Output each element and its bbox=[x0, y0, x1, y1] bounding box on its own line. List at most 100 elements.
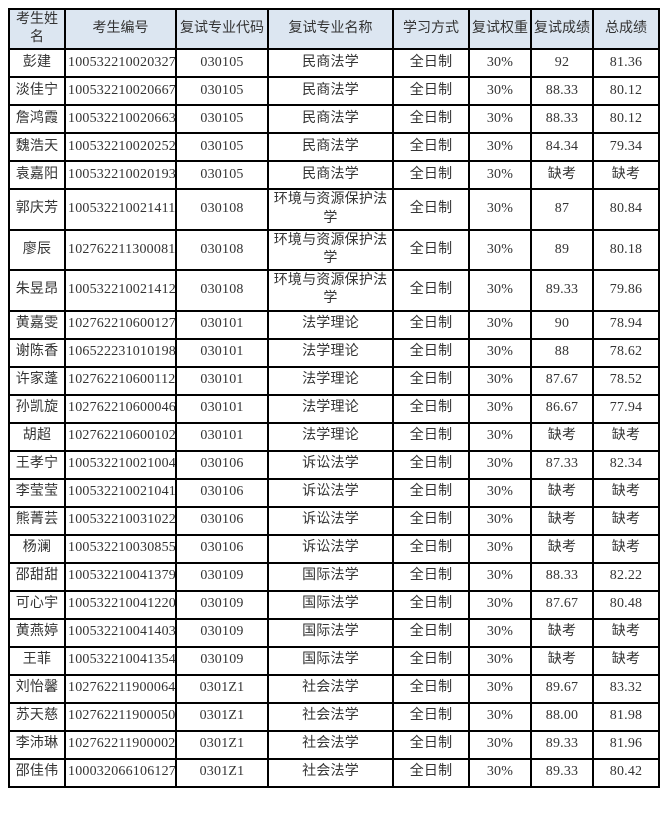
cell: 环境与资源保护法学 bbox=[267, 228, 394, 272]
cell: 30% bbox=[468, 505, 532, 536]
cell: 30% bbox=[468, 48, 532, 79]
cell: 彭建 bbox=[8, 48, 66, 79]
header-cell: 复试权重 bbox=[468, 7, 532, 51]
cell: 全日制 bbox=[392, 701, 470, 732]
cell: 80.84 bbox=[592, 188, 660, 231]
cell: 78.62 bbox=[592, 337, 660, 368]
cell: 全日制 bbox=[392, 393, 470, 424]
cell: 030105 bbox=[175, 132, 269, 163]
cell: 82.22 bbox=[592, 561, 660, 592]
cell: 30% bbox=[468, 160, 532, 191]
cell: 0301Z1 bbox=[175, 701, 269, 732]
cell: 袁嘉阳 bbox=[8, 160, 66, 191]
cell: 88 bbox=[530, 337, 594, 368]
cell: 102762211900002 bbox=[64, 729, 177, 760]
table-row: 魏浩天 100532210020252 030105 民商法学 全日制 30% 84.34 7… bbox=[8, 132, 660, 163]
cell: 81.96 bbox=[592, 729, 660, 760]
cell: 030101 bbox=[175, 421, 269, 452]
table-row: 袁嘉阳 100532210020193 030105 民商法学 全日制 30% 缺考 缺考 bbox=[8, 160, 660, 191]
cell: 030101 bbox=[175, 393, 269, 424]
cell: 法学理论 bbox=[267, 337, 394, 368]
cell: 100532210020193 bbox=[64, 160, 177, 191]
header-cell: 复试专业代码 bbox=[175, 7, 269, 51]
cell: 苏天慈 bbox=[8, 701, 66, 732]
cell: 郭庆芳 bbox=[8, 188, 66, 231]
cell: 国际法学 bbox=[267, 561, 394, 592]
table-row: 刘怡馨 102762211900064 0301Z1 社会法学 全日制 30% 89.67 8… bbox=[8, 673, 660, 704]
header-cell: 总成绩 bbox=[592, 7, 660, 51]
cell: 92 bbox=[530, 48, 594, 79]
cell: 全日制 bbox=[392, 228, 470, 272]
cell: 全日制 bbox=[392, 337, 470, 368]
cell: 87 bbox=[530, 188, 594, 231]
cell: 法学理论 bbox=[267, 393, 394, 424]
cell: 89.33 bbox=[530, 269, 594, 312]
cell: 88.00 bbox=[530, 701, 594, 732]
cell: 法学理论 bbox=[267, 365, 394, 396]
cell: 全日制 bbox=[392, 421, 470, 452]
cell: 魏浩天 bbox=[8, 132, 66, 163]
cell: 全日制 bbox=[392, 48, 470, 79]
table-row: 王孝宁 100532210021004 030106 诉讼法学 全日制 30% 87.33 8… bbox=[8, 449, 660, 480]
page: 考生姓名 考生编号 复试专业代码 复试专业名称 学习方式 复试权重 复试成绩 总成绩 彭建 10… bbox=[8, 7, 660, 788]
cell: 法学理论 bbox=[267, 309, 394, 340]
cell: 全日制 bbox=[392, 645, 470, 676]
cell: 国际法学 bbox=[267, 645, 394, 676]
cell: 100532210020663 bbox=[64, 104, 177, 135]
cell: 030106 bbox=[175, 477, 269, 508]
cell: 缺考 bbox=[592, 160, 660, 191]
table-row: 朱昱昂 100532210021412 030108 环境与资源保护法学 全日制 30% 8… bbox=[8, 269, 660, 312]
cell: 缺考 bbox=[530, 533, 594, 564]
table-row: 可心宇 100532210041220 030109 国际法学 全日制 30% 87.67 8… bbox=[8, 589, 660, 620]
cell: 社会法学 bbox=[267, 757, 394, 788]
cell: 0301Z1 bbox=[175, 757, 269, 788]
cell: 全日制 bbox=[392, 160, 470, 191]
cell: 102762210600127 bbox=[64, 309, 177, 340]
cell: 民商法学 bbox=[267, 76, 394, 107]
cell: 100032066106127 bbox=[64, 757, 177, 788]
cell: 可心宇 bbox=[8, 589, 66, 620]
cell: 廖辰 bbox=[8, 228, 66, 272]
cell: 邵甜甜 bbox=[8, 561, 66, 592]
cell: 黄燕婷 bbox=[8, 617, 66, 648]
cell: 88.33 bbox=[530, 76, 594, 107]
cell: 78.94 bbox=[592, 309, 660, 340]
cell: 30% bbox=[468, 477, 532, 508]
cell: 30% bbox=[468, 533, 532, 564]
cell: 缺考 bbox=[530, 477, 594, 508]
cell: 朱昱昂 bbox=[8, 269, 66, 312]
cell: 030108 bbox=[175, 228, 269, 272]
cell: 李沛琳 bbox=[8, 729, 66, 760]
cell: 100532210041379 bbox=[64, 561, 177, 592]
cell: 缺考 bbox=[530, 160, 594, 191]
cell: 102762210600102 bbox=[64, 421, 177, 452]
cell: 030105 bbox=[175, 104, 269, 135]
cell: 100532210031022 bbox=[64, 505, 177, 536]
cell: 法学理论 bbox=[267, 421, 394, 452]
cell: 030109 bbox=[175, 645, 269, 676]
table-head: 考生姓名 考生编号 复试专业代码 复试专业名称 学习方式 复试权重 复试成绩 总成绩 bbox=[8, 7, 660, 51]
cell: 社会法学 bbox=[267, 673, 394, 704]
table-body: 彭建 100532210020327 030105 民商法学 全日制 30% 92 81.36… bbox=[8, 48, 660, 788]
cell: 30% bbox=[468, 561, 532, 592]
cell: 030105 bbox=[175, 160, 269, 191]
cell: 030106 bbox=[175, 505, 269, 536]
cell: 79.86 bbox=[592, 269, 660, 312]
cell: 30% bbox=[468, 337, 532, 368]
cell: 国际法学 bbox=[267, 589, 394, 620]
cell: 民商法学 bbox=[267, 104, 394, 135]
cell: 30% bbox=[468, 757, 532, 788]
table-row: 廖辰 102762211300081 030108 环境与资源保护法学 全日制 30% 89… bbox=[8, 228, 660, 272]
cell: 89.33 bbox=[530, 757, 594, 788]
cell: 全日制 bbox=[392, 561, 470, 592]
cell: 王孝宁 bbox=[8, 449, 66, 480]
cell: 缺考 bbox=[592, 533, 660, 564]
table-row: 王菲 100532210041354 030109 国际法学 全日制 30% 缺考 缺考 bbox=[8, 645, 660, 676]
cell: 80.12 bbox=[592, 104, 660, 135]
cell: 全日制 bbox=[392, 188, 470, 231]
table-row: 黄燕婷 100532210041403 030109 国际法学 全日制 30% 缺考 缺考 bbox=[8, 617, 660, 648]
header-row: 考生姓名 考生编号 复试专业代码 复试专业名称 学习方式 复试权重 复试成绩 总成绩 bbox=[8, 7, 660, 51]
table-row: 胡超 102762210600102 030101 法学理论 全日制 30% 缺考 缺考 bbox=[8, 421, 660, 452]
cell: 79.34 bbox=[592, 132, 660, 163]
cell: 诉讼法学 bbox=[267, 477, 394, 508]
